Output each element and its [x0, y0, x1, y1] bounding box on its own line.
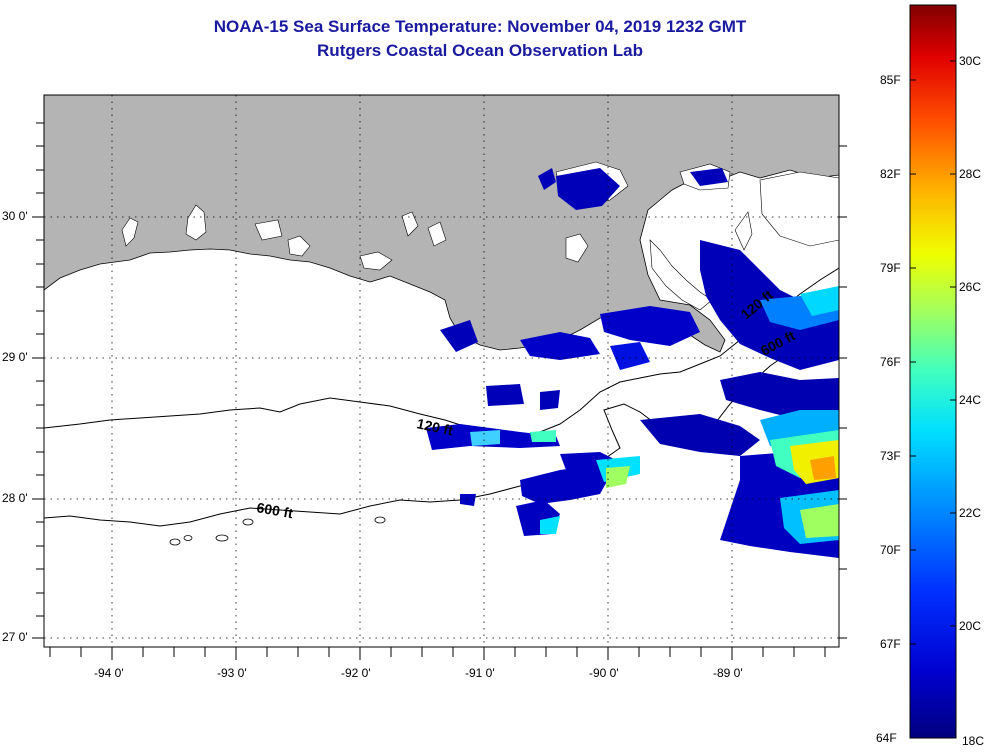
colorbar-f-79: 79F: [880, 261, 901, 275]
lon-label-89: -89 0': [713, 666, 743, 680]
colorbar-c-30: 30C: [959, 54, 982, 68]
contour-label-600ft-west: 600 ft: [255, 499, 294, 521]
colorbar-ticks: [910, 60, 956, 645]
map-subtitle: Rutgers Coastal Ocean Observation Lab: [317, 41, 643, 60]
graticule: [44, 95, 839, 647]
shelf-islets: [169, 516, 386, 546]
colorbar-f-73: 73F: [880, 449, 901, 463]
lat-label-30: 30 0': [2, 209, 28, 223]
colorbar-c-18: 18C: [962, 734, 985, 748]
lon-label-94: -94 0': [94, 666, 124, 680]
colorbar-f-82: 82F: [880, 167, 901, 181]
map-title: NOAA-15 Sea Surface Temperature: Novembe…: [213, 17, 747, 36]
lon-label-92: -92 0': [341, 666, 371, 680]
colorbar-f-67: 67F: [880, 637, 901, 651]
lat-label-29: 29 0': [2, 350, 28, 364]
lat-label-28: 28 0': [2, 491, 28, 505]
colorbar-c-26: 26C: [959, 280, 982, 294]
colorbar-c-24: 24C: [959, 393, 982, 407]
lon-label-93: -93 0': [217, 666, 247, 680]
colorbar-f-85: 85F: [880, 73, 901, 87]
lon-label-91: -91 0': [465, 666, 495, 680]
colorbar-f-70: 70F: [880, 543, 901, 557]
colorbar-f-76: 76F: [880, 355, 901, 369]
colorbar: [909, 4, 957, 739]
lon-label-90: -90 0': [589, 666, 619, 680]
colorbar-f-64: 64F: [876, 731, 897, 745]
contour-label-120ft-west: 120 ft: [415, 415, 454, 438]
colorbar-c-22: 22C: [959, 506, 982, 520]
colorbar-c-28: 28C: [959, 167, 982, 181]
sst-coverage: [426, 168, 839, 558]
map-frame: [43, 94, 840, 648]
lat-label-27: 27 0': [2, 630, 28, 644]
colorbar-c-20: 20C: [959, 619, 982, 633]
axis-ticks: [32, 122, 847, 660]
